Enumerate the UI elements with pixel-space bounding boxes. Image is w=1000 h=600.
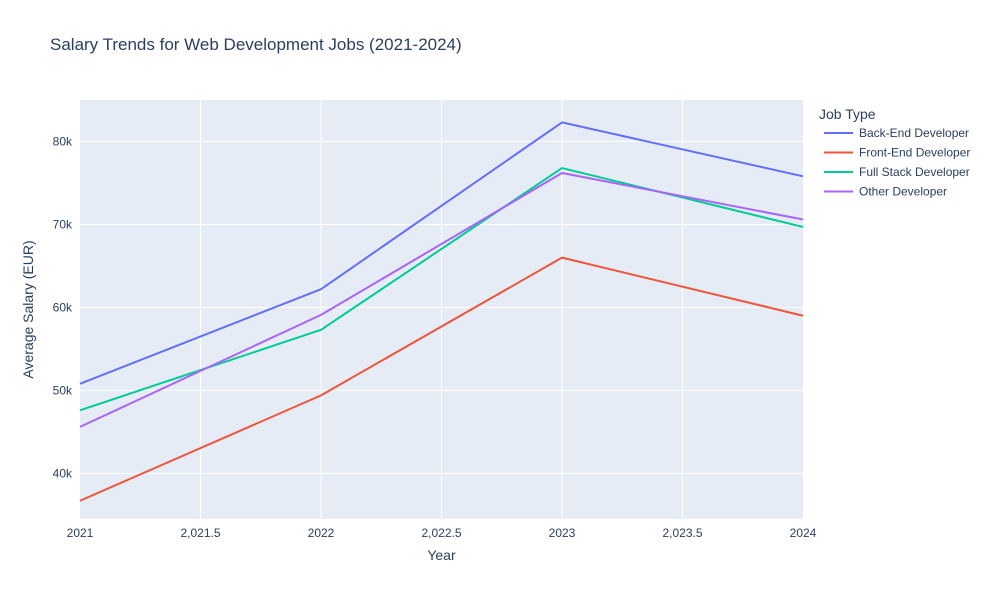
series-line-other-developer xyxy=(79,172,804,428)
y-tick-label: 40k xyxy=(53,466,73,480)
y-axis-ticks: 40k 50k 60k 70k 80k xyxy=(53,134,73,480)
y-tick-label: 50k xyxy=(53,383,73,397)
x-tick-label: 2023 xyxy=(549,526,576,540)
x-tick-label: 2,021.5 xyxy=(180,526,220,540)
y-tick-label: 80k xyxy=(53,134,73,148)
legend-label-other-developer: Other Developer xyxy=(859,185,947,199)
x-axis-ticks: 2021 2,021.5 2022 2,022.5 2023 2,023.5 2024 xyxy=(67,526,817,540)
x-tick-label: 2,022.5 xyxy=(421,526,461,540)
legend-label-back-end-developer: Back-End Developer xyxy=(859,126,969,140)
legend-label-front-end-developer: Front-End Developer xyxy=(859,146,970,160)
gridlines xyxy=(80,100,803,519)
x-axis-title: Year xyxy=(427,547,456,563)
legend-title: Job Type xyxy=(819,106,876,122)
series-line-back-end-developer xyxy=(79,121,804,385)
y-tick-label: 60k xyxy=(53,300,73,314)
y-tick-label: 70k xyxy=(53,217,73,231)
chart-title: Salary Trends for Web Development Jobs (… xyxy=(50,35,462,54)
series-line-front-end-developer xyxy=(79,256,804,502)
y-axis-title: Average Salary (EUR) xyxy=(20,240,36,378)
x-tick-label: 2,023.5 xyxy=(662,526,702,540)
legend-label-full-stack-developer: Full Stack Developer xyxy=(859,165,970,179)
series-lines xyxy=(79,121,804,502)
x-tick-label: 2024 xyxy=(790,526,817,540)
x-tick-label: 2022 xyxy=(308,526,335,540)
legend: Job Type Back-End Developer Front-End Dev… xyxy=(819,106,970,199)
x-tick-label: 2021 xyxy=(67,526,94,540)
